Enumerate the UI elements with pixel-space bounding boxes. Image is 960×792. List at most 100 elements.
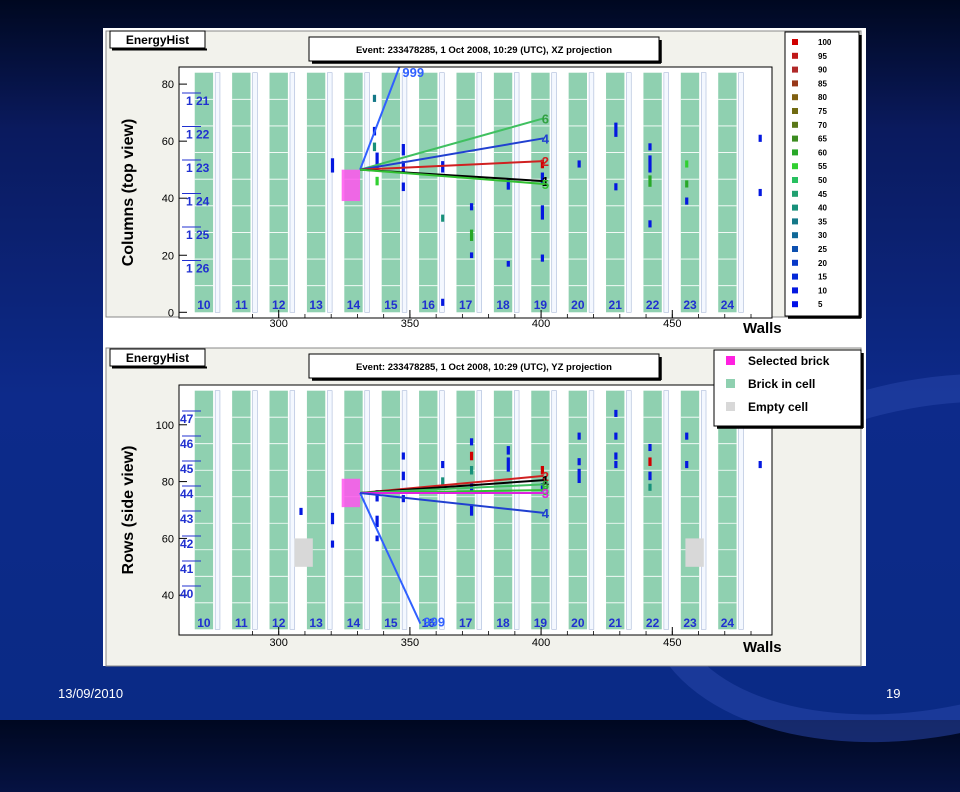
- row-label: 41: [180, 562, 194, 576]
- track-line: [359, 168, 544, 185]
- energy-hit: [614, 183, 618, 191]
- footer-date: 13/09/2010: [58, 686, 124, 701]
- tracker-plane: [327, 390, 333, 630]
- legend-entry: 30: [818, 231, 827, 240]
- legend-entry: 5: [818, 300, 823, 309]
- track-label: 6: [542, 477, 549, 492]
- energy-hit: [614, 452, 618, 460]
- energy-hit: [401, 471, 405, 481]
- legend-swatch: [726, 356, 735, 365]
- track-label: 2: [542, 469, 549, 484]
- energy-hit: [540, 205, 545, 220]
- brick-wall: [606, 72, 625, 313]
- brick-wall: [232, 72, 251, 313]
- track-label: 999: [402, 65, 424, 80]
- x-tick-label: 450: [663, 318, 681, 330]
- energy-hit: [540, 465, 545, 475]
- energy-hit: [577, 160, 581, 168]
- selected-brick: [341, 478, 361, 508]
- wall-label: 17: [459, 298, 473, 312]
- brick-wall: [232, 390, 251, 630]
- energy-hit: [375, 515, 379, 528]
- energy-hit: [685, 180, 689, 188]
- x-tick-label: 350: [401, 637, 419, 649]
- legend-entry: 100: [818, 38, 832, 47]
- tracker-plane: [327, 72, 333, 313]
- brick-wall: [344, 390, 363, 630]
- tracker-plane: [663, 72, 669, 313]
- wall-label: 21: [609, 616, 623, 630]
- energy-hit: [441, 298, 445, 306]
- tracker-plane: [214, 390, 221, 630]
- legend-swatch: [792, 301, 798, 308]
- wall-label: 16: [422, 298, 436, 312]
- wall-label: 14: [347, 298, 361, 312]
- wall-label: 20: [571, 616, 585, 630]
- row-label: 47: [180, 412, 194, 426]
- energy-hit: [685, 197, 689, 205]
- wall-label: 17: [459, 616, 473, 630]
- y-tick-label: 40: [162, 590, 174, 602]
- energy-hit: [401, 144, 405, 156]
- wall-label: 15: [384, 298, 398, 312]
- track-label: 1: [542, 174, 549, 189]
- legend-swatch: [792, 246, 798, 252]
- row-label: 1 25: [186, 228, 210, 242]
- legend-entry: 45: [818, 190, 827, 199]
- wall-label: 16: [422, 616, 436, 630]
- energy-hit: [375, 176, 379, 186]
- legend-swatch: [792, 190, 798, 197]
- chart-1: 10 11 12 13 14 15 16 17 18 19 20 21 22 23 249996421502…: [105, 30, 862, 337]
- brick-wall: [531, 72, 550, 313]
- legend-box: [713, 349, 862, 427]
- tracker-plane: [551, 390, 557, 630]
- wall-label: 22: [646, 298, 660, 312]
- title-box: [308, 36, 660, 62]
- energy-hit: [506, 260, 510, 267]
- legend-swatch: [792, 218, 798, 225]
- wall-label: 22: [646, 616, 660, 630]
- brick-wall: [419, 390, 438, 630]
- row-label: 1 24: [186, 195, 210, 209]
- wall-label: 15: [384, 616, 398, 630]
- y-tick-label: 80: [162, 477, 174, 489]
- row-label: 43: [180, 512, 194, 526]
- legend-swatch: [726, 379, 735, 388]
- legend-swatch: [792, 204, 798, 211]
- x-axis-label: Walls: [743, 639, 782, 656]
- tracker-plane: [514, 72, 520, 313]
- tracker-plane: [401, 72, 408, 313]
- energy-hit: [614, 460, 618, 469]
- energy-hit: [577, 468, 581, 484]
- brick-wall: [643, 72, 662, 313]
- energy-hit: [685, 460, 689, 469]
- wall-label: 13: [309, 616, 323, 630]
- x-tick-label: 450: [663, 637, 681, 649]
- legend-entry: 95: [818, 52, 827, 61]
- tracker-plane: [663, 390, 669, 630]
- x-tick-label: 300: [270, 637, 288, 649]
- wall-label: 10: [197, 616, 211, 630]
- energy-hit: [685, 432, 689, 440]
- legend-entry: 75: [818, 107, 827, 116]
- energy-hit: [441, 214, 445, 222]
- energy-hit: [648, 220, 652, 228]
- wall-label: 19: [534, 616, 548, 630]
- brick-wall: [718, 72, 737, 313]
- energy-hit: [540, 159, 545, 169]
- energy-hit: [372, 94, 377, 102]
- energy-hit: [540, 483, 545, 492]
- selected-brick: [341, 169, 361, 202]
- wall-label: 24: [721, 298, 735, 312]
- energy-hit: [540, 172, 545, 184]
- legend-swatch: [792, 177, 798, 183]
- brick-wall: [680, 72, 700, 313]
- legend-box: [784, 31, 860, 317]
- tracker-plane: [439, 72, 445, 313]
- x-tick-label: 400: [532, 318, 550, 330]
- legend-entry: 65: [818, 135, 827, 144]
- energy-hit: [577, 458, 581, 466]
- brick-wall: [493, 72, 513, 313]
- energy-hit: [577, 432, 581, 440]
- chart-2: 10 11 12 13 14 15 16 17 18 19 20 21 22 23 249992165344…: [105, 347, 864, 667]
